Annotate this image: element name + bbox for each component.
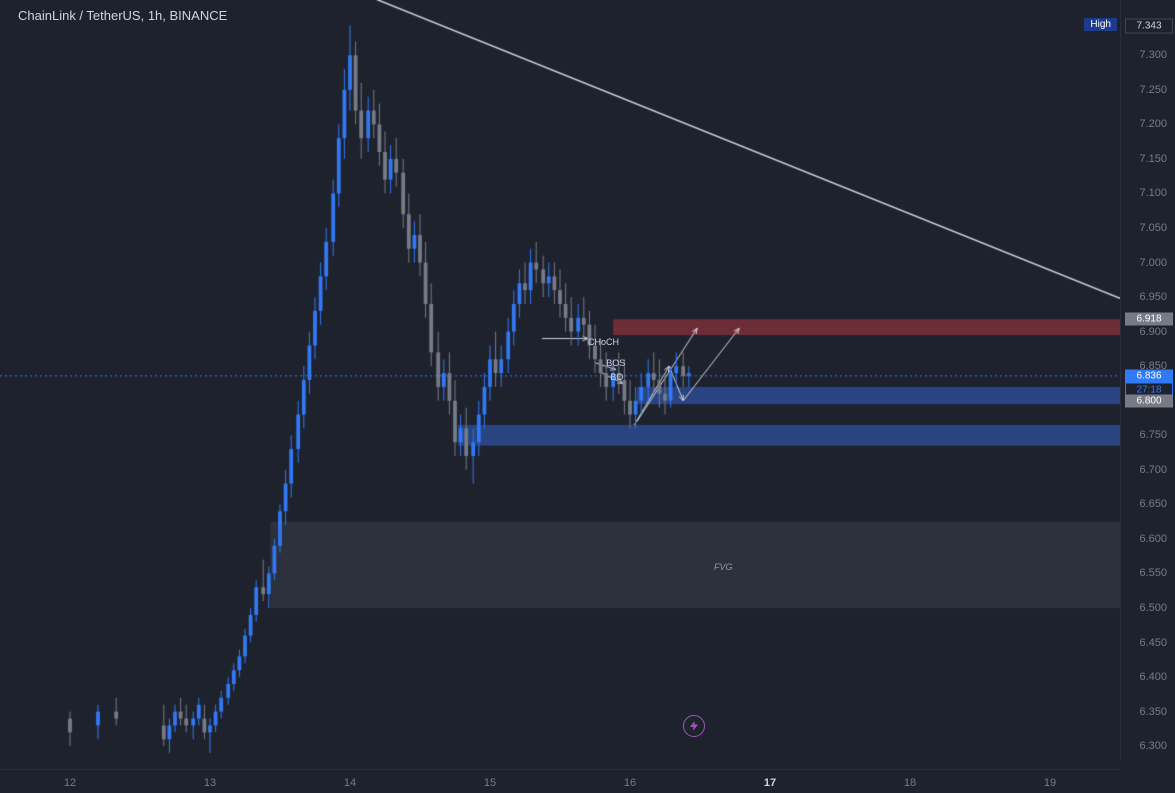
x-tick: 14: [344, 777, 356, 789]
symbol-header[interactable]: ChainLink / TetherUS, 1h, BINANCE: [18, 8, 227, 23]
y-tick: 6.350: [1139, 706, 1167, 718]
x-tick: 18: [904, 777, 916, 789]
y-tick: 6.900: [1139, 326, 1167, 338]
y-tick: 6.600: [1139, 533, 1167, 545]
y-tick: 7.050: [1139, 222, 1167, 234]
current-tag: 6.836: [1125, 369, 1173, 382]
time-axis[interactable]: 12 13 14 15 16 17 18 19: [0, 769, 1120, 789]
y-tick: 6.400: [1139, 671, 1167, 683]
y-tick: 6.700: [1139, 464, 1167, 476]
chart-canvas[interactable]: [0, 0, 1120, 760]
y-tick: 7.200: [1139, 118, 1167, 130]
x-tick: 15: [484, 777, 496, 789]
y-tick: 6.450: [1139, 637, 1167, 649]
y-tick: 6.300: [1139, 740, 1167, 752]
x-tick: 19: [1044, 777, 1056, 789]
y-tick: 7.100: [1139, 187, 1167, 199]
y-tick: 6.950: [1139, 291, 1167, 303]
price-axis[interactable]: 7.300 7.250 7.200 7.150 7.100 7.050 7.000 6.950…: [1120, 0, 1175, 760]
high-tag: 7.343: [1125, 18, 1173, 33]
y-tick: 6.550: [1139, 567, 1167, 579]
zone2-tag: 6.800: [1125, 394, 1173, 407]
y-tick: 6.750: [1139, 429, 1167, 441]
y-tick: 6.500: [1139, 602, 1167, 614]
x-tick: 17: [764, 777, 776, 789]
x-tick: 12: [64, 777, 76, 789]
y-tick: 7.150: [1139, 153, 1167, 165]
zone-tag: 6.918: [1125, 313, 1173, 326]
x-tick: 16: [624, 777, 636, 789]
chart-container: ChainLink / TetherUS, 1h, BINANCE High 7…: [0, 0, 1175, 793]
high-marker-label: High: [1084, 18, 1117, 31]
y-tick: 6.650: [1139, 498, 1167, 510]
y-tick: 7.250: [1139, 84, 1167, 96]
bolt-icon[interactable]: [683, 715, 705, 737]
x-tick: 13: [204, 777, 216, 789]
y-tick: 7.300: [1139, 49, 1167, 61]
y-tick: 7.000: [1139, 257, 1167, 269]
